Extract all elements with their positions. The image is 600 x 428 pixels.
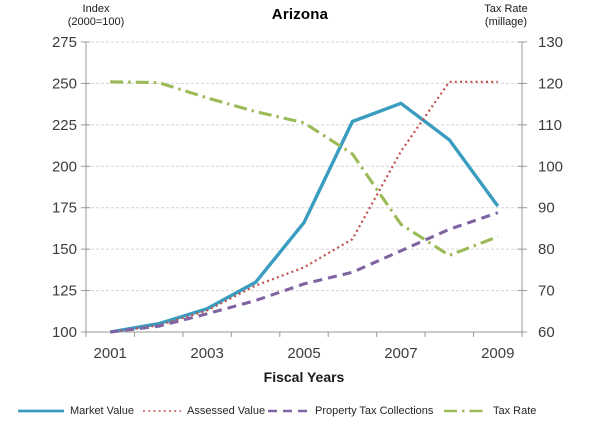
tick-label: 60	[538, 324, 555, 341]
property-tax-collections-line	[110, 211, 499, 334]
market-value-line-swatch	[18, 409, 64, 413]
tick-label: 80	[538, 241, 555, 258]
tick-label: 200	[52, 158, 77, 175]
tick-label: 125	[52, 283, 77, 300]
right-axis-label-line1: Tax Rate	[484, 3, 528, 15]
legend-label: Assessed Value	[187, 405, 266, 417]
legend-label: Tax Rate	[493, 405, 537, 417]
tick-label: 130	[538, 34, 563, 51]
tick-label: 110	[538, 117, 562, 134]
left-axis-label-line2: (2000=100)	[67, 16, 125, 28]
assessed-value-line	[110, 80, 498, 334]
tick-label: 2001	[94, 345, 127, 362]
assessed-value-line-swatch	[143, 410, 181, 412]
right-axis-label: Tax Rate (millage)	[446, 3, 566, 29]
tax-rate-line-swatch	[444, 409, 487, 413]
tick-label: 100	[538, 158, 563, 175]
legend-item-tax-rate: Tax Rate	[443, 402, 536, 420]
legend-label: Market Value	[70, 405, 134, 417]
tick-label: 70	[538, 283, 555, 300]
tick-label: 2005	[287, 345, 320, 362]
legend-label: Property Tax Collections	[315, 405, 434, 417]
legend-item-market-value: Market Value	[17, 402, 134, 420]
x-axis-title: Fiscal Years	[263, 369, 345, 385]
tick-label: 250	[52, 75, 77, 92]
tick-label: 275	[52, 34, 77, 51]
legend: Market Value Assessed Value Property Tax…	[0, 402, 600, 424]
tick-label: 2009	[481, 345, 514, 362]
market-value-line	[109, 101, 500, 334]
tax-rate-line	[110, 80, 499, 257]
left-axis-label: Index (2000=100)	[36, 3, 156, 29]
property-tax-collections-line-swatch	[268, 409, 309, 413]
legend-item-assessed-value: Assessed Value	[142, 402, 265, 420]
tick-label: 90	[538, 200, 555, 217]
tick-label: 100	[52, 324, 77, 341]
left-axis-label-line1: Index	[82, 3, 110, 15]
right-axis-label-line2: (millage)	[484, 16, 528, 28]
tick-label: 120	[538, 75, 563, 92]
tick-label: 2003	[190, 345, 223, 362]
tick-label: 2007	[384, 345, 417, 362]
legend-item-property-tax-collections: Property Tax Collections	[267, 402, 433, 420]
tick-label: 225	[52, 117, 77, 134]
chart-title: Arizona	[271, 6, 329, 23]
tick-label: 175	[52, 200, 77, 217]
tick-label: 150	[52, 241, 77, 258]
